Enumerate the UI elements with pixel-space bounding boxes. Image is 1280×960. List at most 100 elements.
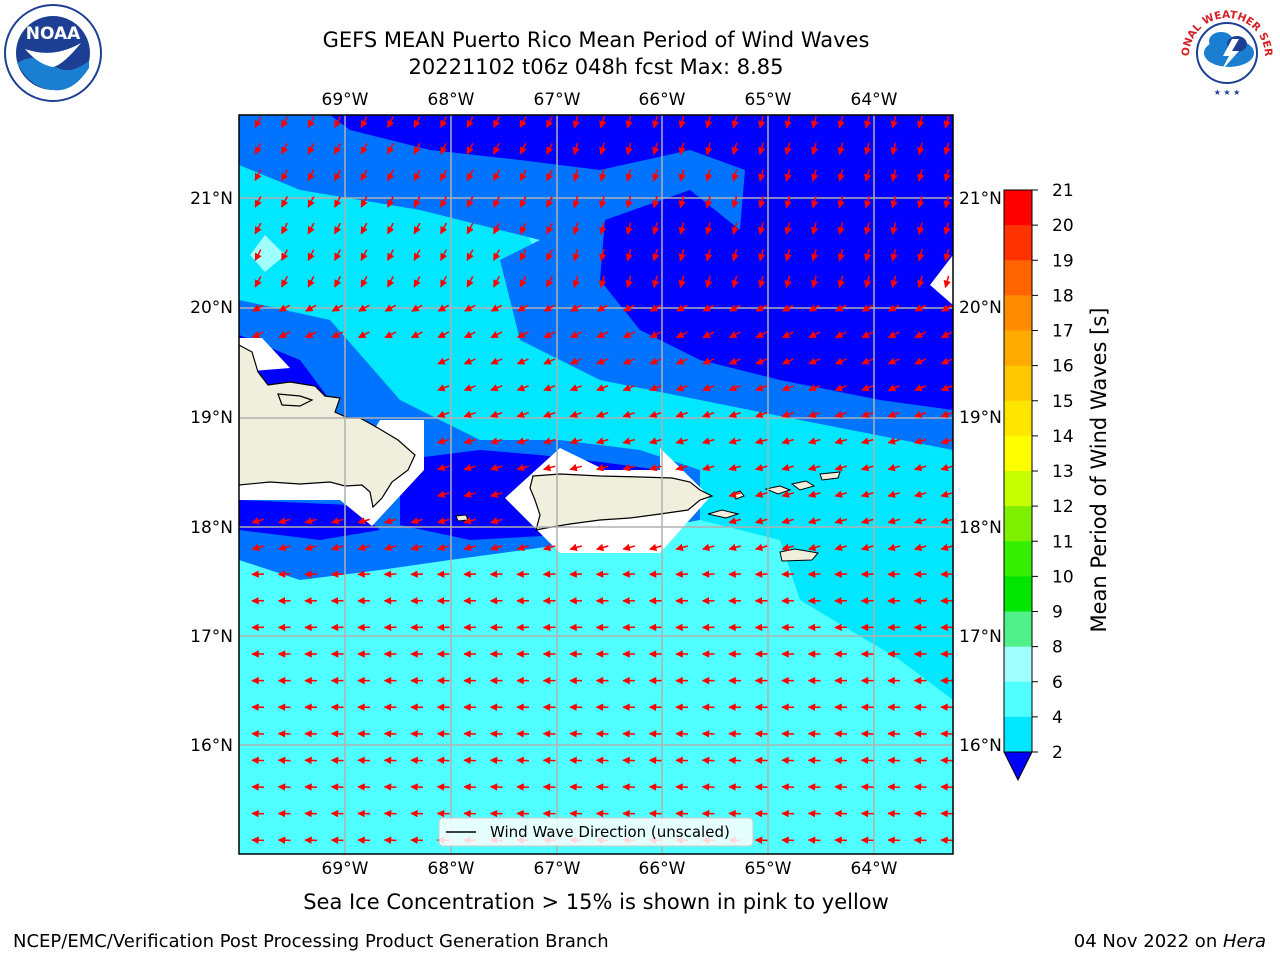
wave-arrow (360, 222, 368, 235)
wave-arrow (569, 357, 582, 365)
wave-arrow (625, 249, 633, 262)
wave-arrow (437, 304, 450, 312)
wave-arrow (678, 142, 686, 156)
wave-arrow (917, 116, 925, 129)
wave-arrow (940, 463, 953, 472)
wave-arrow (728, 490, 741, 498)
lon-label-top: 66°W (639, 90, 686, 110)
wave-arrow (490, 410, 503, 418)
colorbar-segment (1004, 260, 1032, 296)
colorbar-label: Mean Period of Wind Waves [s] (1087, 308, 1111, 633)
wave-arrow (728, 517, 741, 525)
wave-arrow (595, 463, 609, 472)
wave-arrow (913, 437, 927, 445)
wave-arrow (542, 463, 556, 472)
wave-arrow (307, 222, 315, 235)
wave-arrow (278, 304, 291, 312)
wave-arrow (622, 437, 635, 445)
wave-arrow (625, 116, 633, 129)
colorbar-tick-label: 11 (1052, 532, 1074, 552)
lon-label-bottom: 64°W (851, 859, 898, 879)
wave-arrow (413, 222, 421, 235)
colorbar-segment (1004, 541, 1032, 577)
wave-arrow (572, 169, 580, 182)
colorbar-segment (1004, 506, 1032, 542)
wave-arrow (731, 116, 739, 129)
lon-label-top: 67°W (534, 90, 581, 110)
colorbar-tick-label: 15 (1052, 392, 1074, 412)
wave-arrow (436, 543, 450, 552)
wave-arrow (569, 331, 582, 339)
wave-arrow (652, 116, 660, 129)
wave-arrow (516, 437, 529, 445)
wave-arrow (546, 275, 554, 288)
wave-arrow (890, 195, 898, 209)
wave-arrow (758, 195, 766, 209)
wave-arrow (304, 543, 317, 552)
wave-arrow (440, 249, 448, 261)
wave-arrow (943, 116, 951, 129)
wave-arrow (837, 249, 845, 262)
wave-arrow (463, 437, 476, 445)
wave-arrow (811, 275, 819, 289)
wave-arrow (678, 116, 686, 129)
wave-arrow (943, 275, 951, 289)
period-4-6-region (239, 160, 953, 700)
wave-arrow (572, 195, 580, 209)
wave-arrow (649, 331, 662, 339)
wave-arrow (569, 437, 582, 445)
wave-arrow (493, 249, 501, 261)
wave-arrow (622, 384, 635, 392)
wave-arrow (543, 304, 556, 312)
wave-arrow (330, 517, 344, 525)
wave-arrow (890, 169, 898, 182)
wave-arrow (251, 543, 264, 552)
wave-arrow (940, 357, 953, 365)
colorbar: 21 20 19 18 17 16 15 14 13 12 11 10 9 8 6 4 2 (1003, 181, 1074, 782)
wave-arrow (728, 384, 741, 392)
wave-arrow (784, 222, 792, 235)
wave-arrow (546, 116, 554, 128)
wave-arrow (596, 410, 609, 418)
wave-arrow (622, 357, 635, 365)
period-below-2-region (330, 115, 953, 410)
svg-text:★ ★ ★: ★ ★ ★ (1214, 88, 1241, 97)
wave-arrow (652, 195, 660, 209)
wave-arrow (543, 410, 556, 418)
wave-arrow (413, 196, 421, 208)
wave-arrow (943, 249, 951, 262)
colorbar-segment (1004, 190, 1032, 226)
wave-arrow (599, 169, 607, 182)
wave-arrow (622, 410, 635, 418)
wave-arrow (254, 116, 262, 128)
wave-arrow (490, 331, 503, 339)
colorbar-segment (1004, 576, 1032, 613)
wave-arrow (728, 543, 741, 552)
wave-arrow (758, 116, 766, 129)
wave-arrow (861, 384, 874, 392)
lon-label-bottom: 67°W (534, 859, 581, 879)
wave-arrow (914, 331, 927, 339)
wave-arrow (675, 410, 688, 418)
wave-arrow (599, 195, 607, 209)
wave-arrow (622, 543, 635, 552)
lon-label-bottom: 69°W (322, 859, 369, 879)
wave-arrow (281, 116, 289, 128)
wave-arrow (542, 437, 556, 445)
wave-arrow (334, 222, 342, 235)
lat-label-left: 19°N (190, 408, 233, 428)
wave-arrow (887, 517, 900, 525)
wave-arrow (489, 490, 503, 498)
map-legend: Wind Wave Direction (unscaled) (438, 817, 754, 847)
wave-period-field (239, 115, 953, 854)
wave-arrow (490, 384, 503, 392)
wave-arrow (413, 142, 421, 155)
wave-arrow (784, 195, 792, 209)
colorbar-segment (1004, 681, 1032, 718)
wave-arrow (387, 116, 395, 128)
wave-arrow (701, 437, 715, 445)
wave-arrow (622, 331, 635, 339)
wave-arrow (440, 142, 448, 155)
colorbar-segment (1004, 295, 1032, 332)
wave-arrow (728, 437, 741, 445)
